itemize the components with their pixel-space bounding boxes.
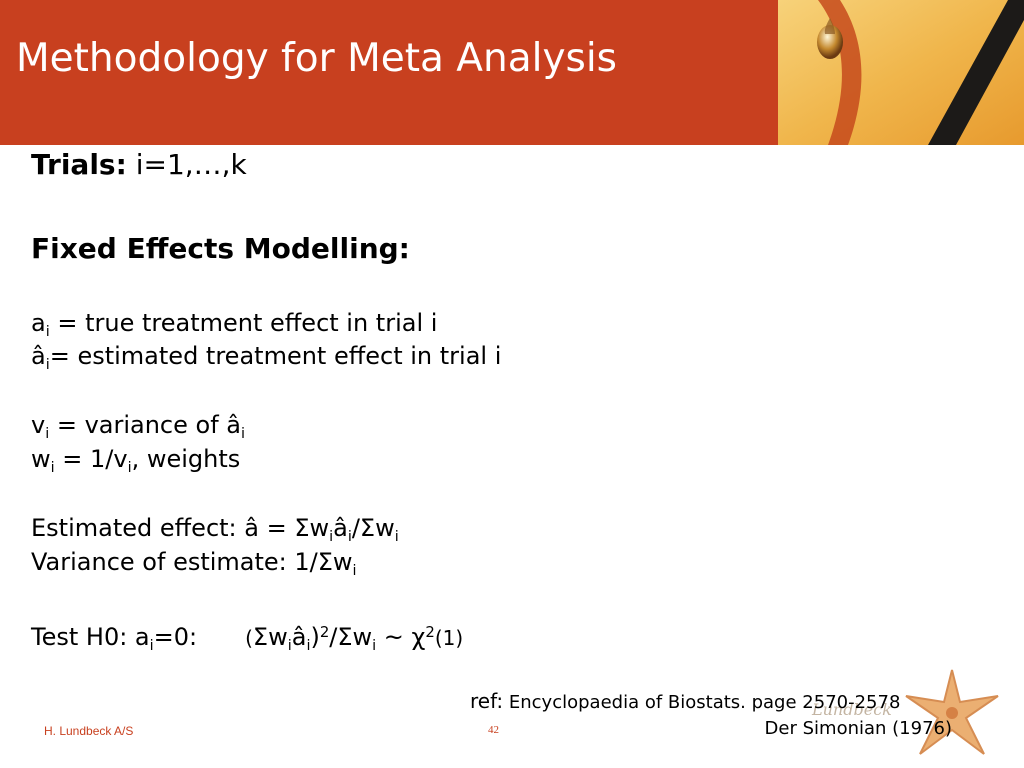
true-effect-text: = true treatment effect in trial i bbox=[49, 309, 438, 337]
subscript-i: i bbox=[127, 460, 132, 477]
true-effect-line: ai = true treatment effect in trial i bbox=[31, 308, 438, 341]
droplet-art-icon bbox=[778, 0, 1024, 145]
reference-line-1: ref: Encyclopaedia of Biostats. page 257… bbox=[470, 688, 952, 716]
trials-line: Trials: i=1,…,k bbox=[31, 150, 247, 181]
test-eq: =0: bbox=[153, 623, 198, 651]
estimated-effect-formula: Estimated effect: â = Σwiâi/Σwi bbox=[31, 513, 399, 546]
subscript-i: i bbox=[45, 324, 50, 341]
title-banner: Methodology for Meta Analysis bbox=[0, 0, 778, 145]
reference-block: ref: Encyclopaedia of Biostats. page 257… bbox=[470, 688, 952, 742]
slide-title: Methodology for Meta Analysis bbox=[16, 36, 617, 81]
subscript-i: i bbox=[347, 529, 352, 546]
subscript-i: i bbox=[45, 357, 50, 374]
superscript-2: 2 bbox=[319, 622, 330, 641]
symbol-a-hat: â bbox=[291, 623, 307, 651]
variance-line: vi = variance of âi bbox=[31, 410, 245, 443]
symbol-a-hat: â bbox=[31, 342, 46, 370]
symbol-a-hat: â bbox=[333, 514, 348, 542]
fixed-effects-heading: Fixed Effects Modelling: bbox=[31, 232, 410, 265]
tilde-chi: ~ χ bbox=[376, 623, 426, 651]
page-number: 42 bbox=[488, 724, 499, 736]
subscript-i: i bbox=[352, 563, 357, 580]
variance-estimate-label: Variance of estimate: 1/Σw bbox=[31, 548, 353, 576]
reference-line-2: Der Simonian (1976) bbox=[764, 718, 952, 739]
weights-prefix: = 1/v bbox=[54, 445, 128, 473]
subscript-i: i bbox=[149, 638, 154, 655]
header-decorative-image bbox=[778, 0, 1024, 145]
weights-line: wi = 1/vi, weights bbox=[31, 444, 241, 477]
estimated-effect-text: = estimated treatment effect in trial i bbox=[49, 342, 502, 370]
variance-text: = variance of â bbox=[49, 411, 241, 439]
chi-degrees-of-freedom: (1) bbox=[434, 626, 464, 650]
test-label: Test H0: a bbox=[31, 623, 150, 651]
test-h0-formula: Test H0: ai=0: (Σwiâi)2/Σwi ~ χ2(1) bbox=[31, 622, 463, 653]
subscript-i: i bbox=[287, 638, 292, 655]
weights-suffix: , weights bbox=[131, 445, 241, 473]
subscript-i: i bbox=[241, 426, 245, 443]
reference-label: ref: bbox=[470, 689, 504, 713]
close-paren: ) bbox=[310, 623, 320, 651]
trials-value: i=1,…,k bbox=[126, 148, 247, 181]
estimated-effect-label: Estimated effect: â = Σw bbox=[31, 514, 330, 542]
trials-label: Trials: bbox=[31, 148, 127, 181]
slash-sigma-w: /Σw bbox=[329, 623, 373, 651]
symbol-a: a bbox=[31, 309, 46, 337]
symbol-v: v bbox=[31, 411, 46, 439]
reference-text-1: Encyclopaedia of Biostats. page 2570-257… bbox=[503, 692, 901, 713]
symbol-w: w bbox=[31, 445, 51, 473]
slash-sigma-w: /Σw bbox=[351, 514, 395, 542]
sigma-w: Σw bbox=[252, 623, 288, 651]
subscript-i: i bbox=[50, 460, 55, 477]
starfish-logo-icon bbox=[905, 669, 999, 755]
variance-estimate-formula: Variance of estimate: 1/Σwi bbox=[31, 547, 357, 580]
open-paren: ( bbox=[245, 626, 253, 650]
footer-company: H. Lundbeck A/S bbox=[44, 724, 134, 738]
estimated-effect-line: âi= estimated treatment effect in trial … bbox=[31, 341, 502, 374]
subscript-i: i bbox=[45, 426, 50, 443]
subscript-i: i bbox=[306, 638, 311, 655]
subscript-i: i bbox=[372, 638, 377, 655]
subscript-i: i bbox=[329, 529, 334, 546]
superscript-2: 2 bbox=[425, 622, 435, 641]
lundbeck-logo-text: Lundbeck bbox=[812, 700, 892, 719]
subscript-i: i bbox=[394, 529, 399, 546]
